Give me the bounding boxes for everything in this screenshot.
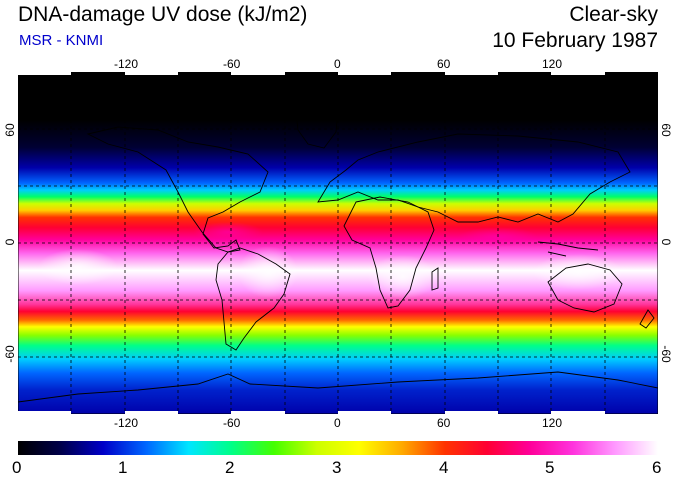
lon-tick-top-minus60: -60 <box>223 57 241 71</box>
lon-tick-bottom-60: 60 <box>437 416 451 430</box>
lon-tick-bottom-0: 0 <box>334 416 341 430</box>
lat-tick-right-minus60: -60 <box>659 345 673 363</box>
lat-tick-left-minus60: -60 <box>3 345 17 363</box>
graticule <box>18 72 658 414</box>
colorbar-fill <box>18 441 658 455</box>
uv-patch-pacific <box>38 249 118 285</box>
south-america-coast <box>215 247 291 351</box>
africa-coast <box>343 196 435 309</box>
colorbar <box>18 441 658 455</box>
eurasia-coast <box>317 133 631 223</box>
new-zealand-coast <box>639 309 655 329</box>
lon-tick-bottom-minus60: -60 <box>223 416 241 430</box>
australia-coast <box>547 263 623 313</box>
uv-patch-australia <box>533 254 623 290</box>
source-label: MSR - KNMI <box>19 32 104 49</box>
madagascar-coast <box>431 267 439 291</box>
lon-tick-top-minus120: -120 <box>114 57 139 71</box>
colorbar-label-2: 2 <box>225 458 235 477</box>
map-title: DNA-damage UV dose (kJ/m2) <box>18 3 308 26</box>
uv-dose-map <box>18 72 658 414</box>
lat-tick-right-0: 0 <box>659 238 673 246</box>
lon-tick-bottom-120: 120 <box>542 416 563 430</box>
lon-tick-top-0: 0 <box>334 57 341 71</box>
colorbar-label-0: 0 <box>12 458 22 477</box>
lon-tick-top-60: 60 <box>437 57 451 71</box>
uv-patch-south-america <box>238 246 298 298</box>
lat-tick-right-60: 60 <box>659 123 673 137</box>
colorbar-label-3: 3 <box>332 458 342 477</box>
map-frame <box>18 72 658 414</box>
uv-patch-magenta-1 <box>193 222 263 242</box>
sky-condition-label: Clear-sky <box>569 3 658 26</box>
lon-tick-top-120: 120 <box>542 57 563 71</box>
colorbar-label-1: 1 <box>118 458 128 477</box>
colorbar-label-4: 4 <box>439 458 449 477</box>
colorbar-label-6: 6 <box>652 458 662 477</box>
greenland-coast <box>295 103 339 149</box>
antarctica-coast <box>18 371 658 403</box>
colorbar-label-5: 5 <box>545 458 555 477</box>
coastlines <box>18 103 658 403</box>
uv-patch-africa <box>368 255 438 299</box>
date-label: 10 February 1987 <box>492 29 658 52</box>
lat-tick-left-60: 60 <box>3 123 17 137</box>
lon-tick-bottom-minus120: -120 <box>114 416 139 430</box>
lat-tick-left-0: 0 <box>3 238 17 246</box>
